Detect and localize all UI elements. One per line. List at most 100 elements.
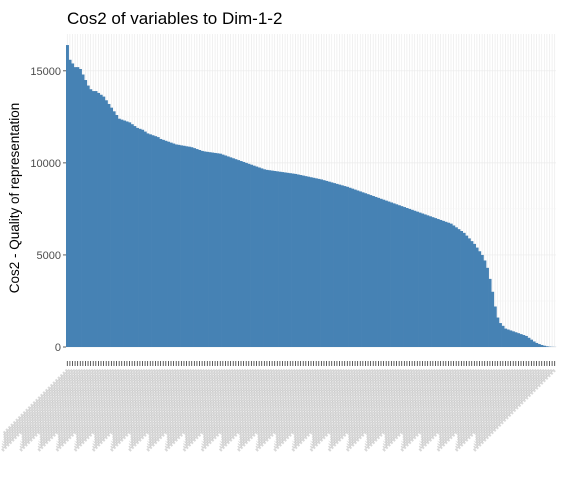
bar [532, 341, 536, 347]
bar [426, 215, 430, 347]
bar [369, 195, 373, 347]
x-tick-label-mark [146, 368, 224, 447]
x-tick-label-mark [419, 368, 492, 441]
bar [340, 185, 344, 347]
bar [333, 183, 336, 347]
bar [387, 201, 391, 347]
bar [314, 178, 318, 347]
bar [384, 200, 388, 347]
x-tick-label-mark [19, 368, 95, 444]
bar [491, 291, 495, 347]
bar [283, 172, 287, 347]
x-tick-label-mark [237, 368, 318, 449]
x-tick-label-mark [74, 368, 147, 441]
x-tick-label-mark [201, 368, 274, 441]
bar [224, 155, 228, 347]
x-tick-label-mark [92, 368, 173, 449]
bar [335, 183, 339, 347]
x-tick-label-mark [347, 368, 416, 438]
bar [255, 166, 259, 347]
x-tick-label-mark [165, 368, 235, 438]
bar [294, 173, 298, 347]
x-tick-label-mark [182, 368, 266, 452]
bar [452, 225, 456, 347]
bar [234, 159, 238, 347]
x-tick-label-mark [437, 368, 515, 447]
bar [247, 163, 251, 347]
x-tick-label-mark [328, 368, 406, 447]
x-tick-label-mark [346, 368, 424, 447]
bar [180, 145, 184, 347]
bar [444, 221, 448, 347]
x-tick-label-mark [364, 368, 445, 449]
bar [301, 175, 305, 347]
x-tick-label-mark [400, 368, 484, 452]
bar [148, 134, 152, 347]
x-tick-label-mark [418, 368, 499, 449]
bar [371, 196, 375, 347]
x-tick-label-mark [419, 368, 494, 444]
bar [99, 94, 103, 348]
x-tick-label-mark [364, 368, 447, 452]
bar [382, 199, 386, 347]
x-tick-label-mark [455, 368, 536, 449]
bar [91, 91, 95, 347]
x-tick-label-mark [56, 368, 131, 444]
y-tick-label: 0 [55, 342, 61, 354]
x-tick-label-mark [365, 368, 432, 435]
bar [104, 100, 108, 348]
bar [400, 206, 404, 347]
bar [276, 171, 279, 347]
x-tick-label-mark [200, 368, 282, 449]
x-tick-label-mark [20, 368, 87, 435]
x-tick-label-mark [237, 368, 315, 447]
x-tick-label-mark [291, 368, 372, 449]
x-tick-label-mark [218, 368, 302, 452]
x-tick-label-mark [472, 368, 556, 452]
bar [86, 85, 90, 347]
x-tick-label-mark [109, 368, 193, 452]
x-tick-label-mark [183, 368, 258, 444]
x-tick-label-mark [129, 368, 199, 438]
bar [428, 216, 432, 347]
bar [66, 45, 69, 347]
x-tick-label-mark [256, 368, 323, 435]
x-tick-label-mark [220, 368, 289, 438]
x-tick-label-mark [237, 368, 320, 452]
x-tick-label-mark [328, 368, 401, 441]
bar [265, 169, 269, 347]
x-tick-label-mark [328, 368, 409, 449]
x-tick-label-mark [437, 368, 510, 441]
bar [107, 103, 111, 347]
bar [327, 181, 331, 347]
x-tick-label-mark [437, 368, 512, 444]
bar [164, 140, 168, 347]
bar [322, 180, 326, 347]
x-tick-label-mark [255, 368, 339, 452]
x-tick-label-mark [164, 368, 243, 447]
x-tick-label-mark [474, 368, 543, 438]
bar [338, 184, 342, 347]
bar [543, 345, 546, 347]
x-tick-label-mark [128, 368, 212, 452]
x-tick-label-mark [382, 368, 463, 449]
bar [439, 219, 443, 347]
x-tick-label-mark [128, 368, 206, 447]
x-tick-label-mark [219, 368, 300, 449]
bar [110, 107, 114, 347]
bar [89, 89, 93, 347]
x-tick-label-mark [311, 368, 377, 435]
x-tick-label-mark [165, 368, 240, 444]
x-tick-label-mark [346, 368, 427, 449]
bar [146, 133, 150, 347]
bar [211, 152, 215, 347]
bar [281, 172, 285, 347]
x-tick-label-mark [147, 368, 222, 444]
bar [231, 158, 235, 347]
x-tick-label-mark [255, 368, 331, 444]
x-tick-label-mark [183, 368, 256, 441]
bar [397, 205, 401, 347]
bar [239, 161, 243, 347]
x-tick-label-band [1, 368, 556, 452]
x-tick-label-mark [418, 368, 502, 452]
